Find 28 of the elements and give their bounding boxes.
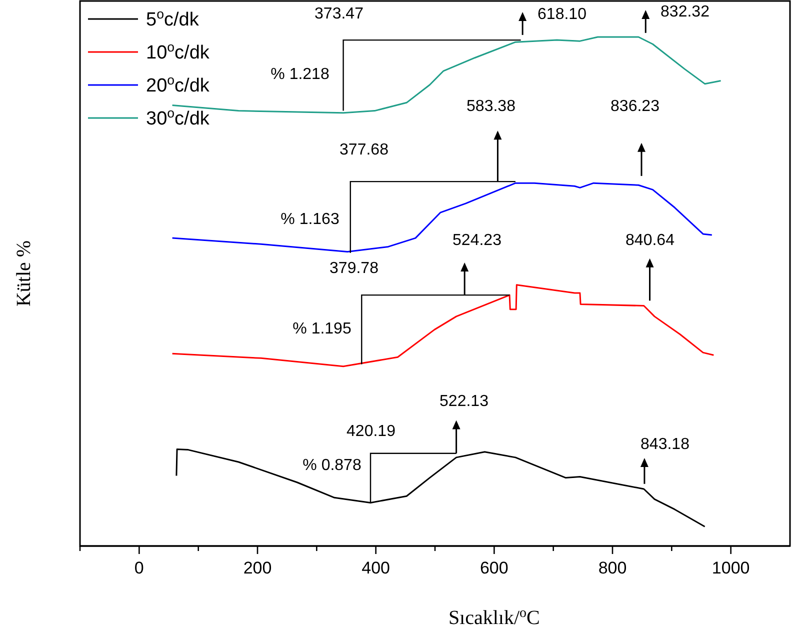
x-tick-label: 0	[134, 558, 144, 578]
x-tick-label: 200	[243, 558, 272, 578]
annotation: % 1.218	[270, 66, 330, 84]
annotation: 836.23	[610, 98, 660, 116]
legend-label: 30$^{o}$c/dk	[146, 105, 210, 130]
annotation: 583.38	[466, 98, 516, 116]
text: 373.47	[314, 6, 364, 23]
x-tick-label: 400	[362, 558, 390, 578]
annotation: % 1.195	[292, 320, 352, 338]
annotation: % 0.878	[302, 457, 362, 474]
annotation: 420.19	[346, 423, 396, 440]
x-tick-label: 600	[480, 558, 508, 578]
x-tick-label: 1000	[712, 558, 750, 578]
x-tick-label: 800	[598, 558, 627, 578]
x-axis-title: Sıcaklık/$^{o}$C	[448, 606, 540, 629]
legend-label: 20$^{o}$c/dk	[146, 72, 210, 97]
annotation: 524.23	[452, 232, 502, 250]
y-axis-title: Kütle %	[13, 240, 35, 307]
annotation: 377.68	[340, 142, 389, 159]
text: 832.32	[660, 4, 710, 21]
text: 618.10	[538, 6, 587, 24]
annotation: 840.64	[626, 232, 675, 250]
legend-label: 5$^{o}$c/dk	[146, 6, 200, 31]
annotation: 522.13	[440, 393, 489, 410]
annotation: 379.78	[330, 260, 379, 278]
annotation: % 1.163	[280, 211, 340, 228]
annotation: 843.18	[640, 436, 690, 454]
legend-label: 10$^{o}$c/dk	[146, 39, 210, 64]
